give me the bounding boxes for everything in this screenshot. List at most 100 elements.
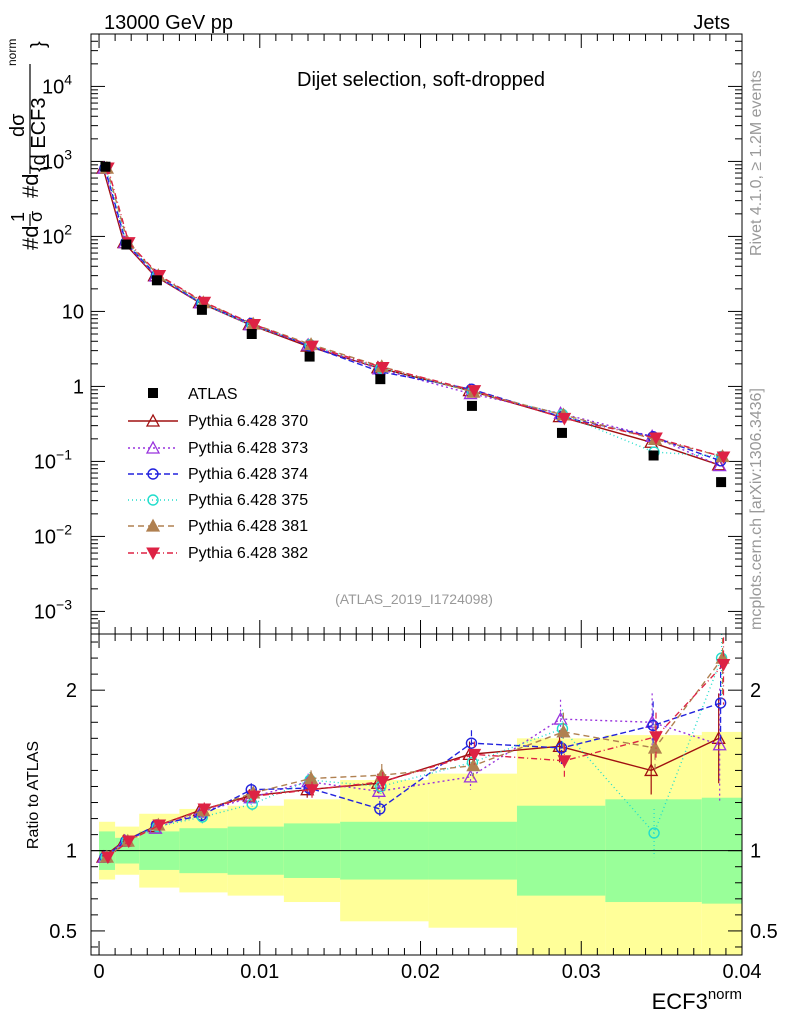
ratio-point-p374 [647, 719, 659, 732]
ratio-point-p382 [247, 790, 261, 804]
main-y-tick-base: 1 [73, 376, 84, 398]
legend-markers [128, 413, 178, 561]
ratio-point-p373 [712, 737, 727, 751]
ratio-point-p381 [303, 771, 319, 785]
legend-marker-p373 [145, 440, 161, 454]
main-y-tick-base: 10 [42, 151, 64, 173]
atlas-point [375, 374, 386, 385]
legend-label-382: Pythia 6.428 382 [188, 545, 308, 562]
atlas-point [151, 275, 162, 286]
main-y-tick-label: 104 [42, 71, 72, 98]
atlas-point [304, 351, 315, 362]
main-point-p382 [305, 340, 319, 354]
main-y-tick-base: 10 [42, 76, 64, 98]
ratio-point-p381 [556, 724, 571, 738]
x-tick-label: 0 [93, 961, 104, 983]
main-point-p382 [247, 318, 261, 332]
ylabel-sigma: σ [26, 211, 46, 222]
legend-label-381: Pythia 6.428 381 [188, 518, 308, 535]
legend-marker-atlas [148, 388, 158, 398]
ratio-point-p374 [374, 803, 386, 815]
atlas-point [466, 400, 477, 411]
main-y-tick-label: 10 [62, 301, 84, 323]
atlas-point [556, 427, 567, 438]
ratio-point-p374 [465, 737, 478, 749]
ylabel-d-prefix: #d [18, 226, 43, 250]
atlas-point [648, 450, 659, 461]
mcplots-label: mcplots.cern.ch [arXiv:1306.3436] [748, 388, 765, 630]
x-tick-label: 0.02 [401, 961, 440, 983]
ratio-point-p382 [101, 851, 115, 865]
ratio-point-p370 [644, 763, 659, 777]
legend-mc-entries: Pythia 6.428 370 Pythia 6.428 373 Pythia… [188, 413, 308, 562]
legend: ATLAS Pythia 6.428 370 Pythia 6.428 373 … [128, 386, 308, 562]
ratio-point-p382 [467, 748, 482, 762]
atlas-point [196, 304, 207, 315]
main-point-p382 [557, 412, 572, 426]
main-y-tick-label: 1 [73, 376, 84, 398]
atlas-point [716, 477, 727, 488]
ratio-series-group [95, 634, 731, 865]
atlas-point [246, 329, 257, 339]
main-point-p382 [197, 296, 212, 310]
plot-title: Dijet selection, soft-dropped [297, 69, 545, 91]
main-point-p382 [649, 432, 663, 446]
x-axis-label: ECF3norm [652, 986, 742, 1014]
ratio-y-tick-labels: 0.5 0.5 1 1 2 2 [49, 680, 778, 943]
ratio-point-p374 [555, 742, 568, 754]
legend-marker-p381 [145, 518, 161, 532]
ratio-point-p382 [557, 755, 572, 768]
ratio-point-p374 [714, 697, 727, 709]
main-panel: Dijet selection, soft-dropped (ATLAS_201… [34, 33, 743, 635]
ylabel-dsigma: dσ [7, 113, 29, 137]
legend-entry-atlas: ATLAS [148, 386, 238, 403]
x-axis-label-sup: norm [708, 986, 742, 1003]
ratio-point-p382 [716, 658, 731, 672]
main-point-p382 [467, 385, 482, 398]
ratio-y-tick-label-left: 0.5 [49, 921, 77, 943]
ratio-y-tick-label-left: 1 [66, 841, 77, 863]
ratio-point-p381 [647, 740, 663, 754]
main-y-tick-base: 10 [34, 526, 56, 548]
main-y-tick-label: 10−3 [34, 596, 72, 623]
atlas-data-points [100, 161, 727, 488]
ratio-point-p382 [121, 835, 136, 849]
main-y-tick-label: 102 [42, 221, 72, 248]
ratio-point-p382 [649, 731, 663, 744]
main-y-tick-base: 10 [34, 451, 56, 473]
x-tick-label: 0.04 [723, 961, 762, 983]
ratio-y-tick-label-right: 2 [750, 680, 761, 702]
legend-label-375: Pythia 6.428 375 [188, 492, 308, 509]
main-y-tick-exp: −1 [56, 446, 72, 462]
ratio-y-tick-label-right: 0.5 [750, 921, 778, 943]
main-y-tick-label: 10−1 [34, 446, 72, 473]
ratio-panel: 0.5 0.5 1 1 2 2 Ratio to ATLAS [25, 633, 778, 956]
main-y-tick-base: 10 [34, 601, 56, 623]
x-tick-label: 0.03 [562, 961, 601, 983]
ylabel-norm-sup: norm [5, 39, 19, 66]
atlas-point [121, 239, 132, 250]
ratio-point-p375 [648, 827, 660, 839]
collision-label: 13000 GeV pp [104, 12, 233, 34]
x-axis-label-main: ECF3 [652, 989, 708, 1014]
x-tick-label: 0.01 [240, 961, 279, 983]
ratio-line-p373 [103, 718, 720, 858]
main-y-tick-exp: 2 [64, 221, 72, 237]
main-y-tick-base: 10 [62, 301, 84, 323]
ylabel-one: 1 [8, 212, 28, 222]
legend-marker-p370 [145, 413, 161, 427]
ratio-y-tick-label-left: 2 [66, 680, 77, 702]
main-y-tick-exp: 3 [64, 146, 72, 162]
rivet-version-label: Rivet 4.1.0, ≥ 1.2M events [748, 70, 765, 256]
main-y-axis-label: #d 1 σ #d dσ {d ECF3 norm } [5, 39, 50, 250]
main-point-p382 [375, 362, 390, 375]
legend-label-373: Pythia 6.428 373 [188, 440, 308, 457]
ratio-point-p381 [466, 758, 481, 772]
legend-label-370: Pythia 6.428 370 [188, 413, 308, 430]
ratio-y-tick-label-right: 1 [750, 841, 761, 863]
ylabel-close-brace: } [28, 41, 50, 48]
legend-label-atlas: ATLAS [188, 386, 238, 403]
main-y-tick-label: 103 [42, 146, 72, 173]
